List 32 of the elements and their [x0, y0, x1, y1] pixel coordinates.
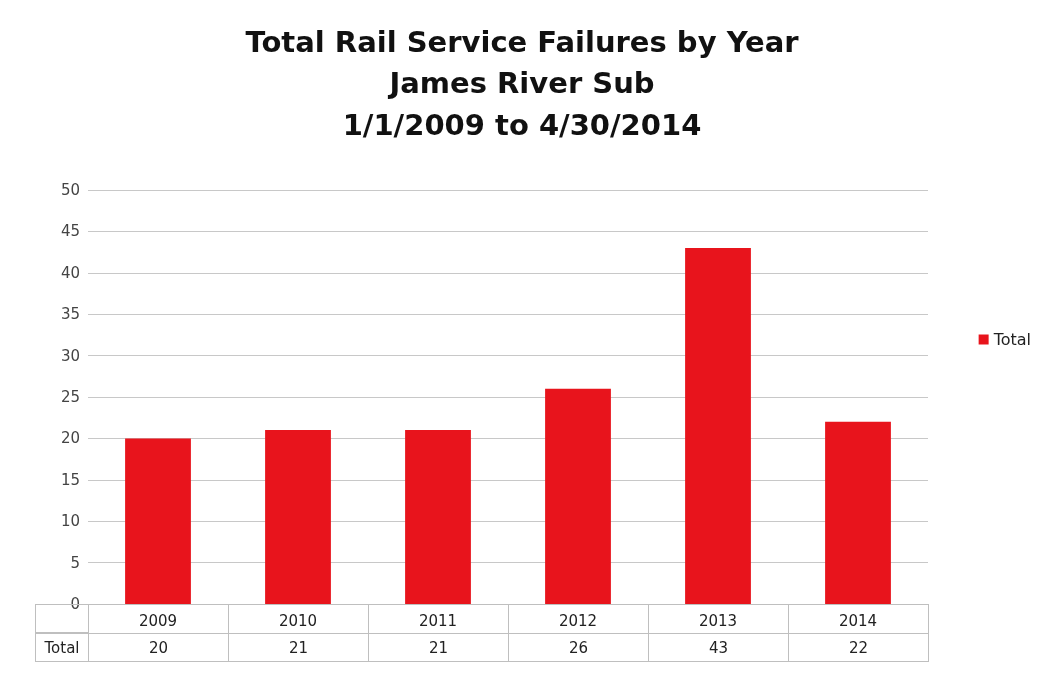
x-tick-label: 2009: [138, 611, 178, 630]
bar: [125, 438, 191, 604]
data-label: 43: [648, 633, 789, 662]
bar: [545, 388, 611, 604]
y-tick-label: 30: [60, 346, 80, 365]
data-label: 21: [228, 633, 369, 662]
bar: [685, 247, 751, 604]
y-tick-label: 45: [60, 222, 80, 241]
data-label: 20: [88, 633, 229, 662]
legend-label: Total: [992, 330, 1032, 349]
x-tick-label: 2012: [558, 611, 598, 630]
y-tick-label: 35: [60, 305, 80, 324]
x-tick-label: 2010: [278, 611, 318, 630]
x-tick-label: 2011: [418, 611, 458, 630]
bar: [405, 430, 471, 604]
chart-subtitle: James River Sub 1/1/2009 to 4/30/2014: [342, 66, 702, 142]
text: Total: [44, 638, 80, 657]
y-tick-label: 50: [60, 181, 80, 199]
y-tick-label: 15: [60, 470, 80, 489]
y-tick-label: 25: [60, 388, 80, 406]
y-tick-label: 10: [60, 512, 80, 531]
data-label: 22: [788, 633, 929, 662]
data-label: 26: [508, 633, 649, 662]
data-label: 21: [368, 633, 509, 662]
chart-title: Total Rail Service Failures by Year: [245, 24, 800, 59]
y-tick-label: 5: [70, 553, 80, 572]
bar: [265, 430, 331, 604]
y-tick-label: 20: [60, 429, 80, 448]
x-tick-label: 2013: [698, 611, 738, 630]
y-tick-label: 40: [60, 263, 80, 282]
x-tick-label: 2014: [838, 611, 878, 630]
bar: [825, 421, 891, 604]
